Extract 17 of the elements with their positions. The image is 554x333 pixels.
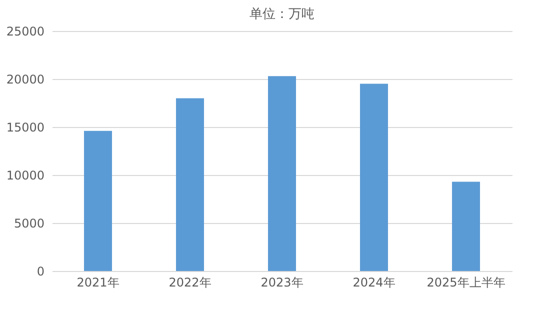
bar (176, 98, 204, 271)
bar (268, 76, 296, 271)
y-tick-label: 0 (36, 264, 44, 278)
y-tick-label: 25000 (6, 24, 44, 38)
y-tick-label: 10000 (6, 168, 44, 182)
bar (360, 84, 388, 271)
x-tick-label: 2024年 (352, 276, 396, 290)
y-tick-label: 5000 (14, 216, 44, 230)
bar (84, 130, 112, 271)
y-tick-label: 20000 (6, 72, 44, 86)
x-tick-label: 2022年 (168, 276, 212, 290)
chart-title: 单位：万吨 (250, 7, 314, 22)
bar (452, 182, 480, 271)
x-tick-label: 2021年 (76, 276, 120, 290)
y-tick-label: 15000 (6, 120, 44, 134)
x-tick-label: 2023年 (260, 276, 304, 290)
x-tick-label: 2025年上半年 (426, 276, 506, 290)
